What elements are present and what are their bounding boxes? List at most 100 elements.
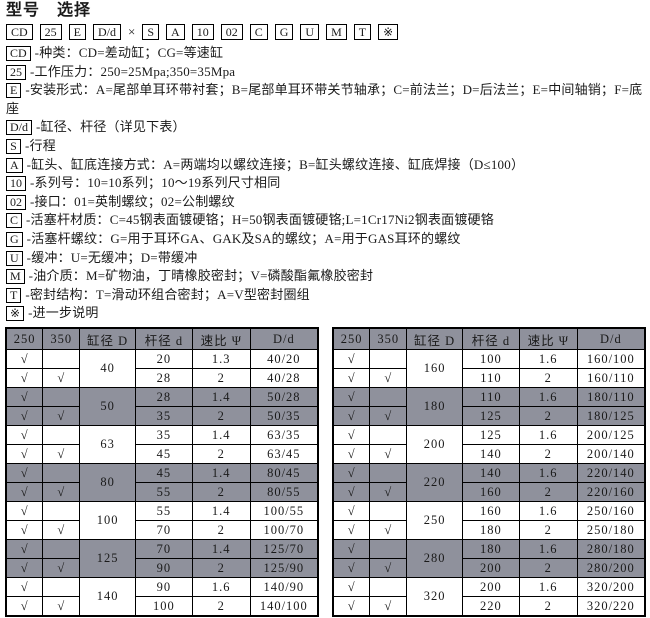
definition-line: E -安装形式：A=尾部单耳环带衬套；B=尾部单耳环带关节轴承；C=前法兰；D=后…: [6, 81, 646, 118]
dd-cell: 100/55: [249, 501, 319, 522]
spec-tables: 250 350 缸径 D 杆径 d 速比 Ψ D/d √ 40 20 1.3 40/20 √ √ 28 2…: [5, 326, 646, 617]
pressure-250-cell: √: [5, 482, 44, 503]
definition-text: -工作压力：250=25Mpa;350=35Mpa: [30, 63, 236, 79]
dd-cell: 80/45: [249, 463, 319, 484]
ratio-cell: 1.6: [518, 425, 578, 446]
ratio-cell: 2: [518, 558, 578, 579]
spec-row: √ √ 140 2 200/140: [332, 444, 646, 465]
spec-row: √ √ 200 2 280/200: [332, 558, 646, 579]
spec-header-cell: D/d: [576, 327, 646, 351]
spec-header-cell: 350: [369, 327, 408, 351]
model-code-box: S: [142, 24, 160, 40]
ratio-cell: 2: [518, 368, 578, 389]
model-code-box: D/d: [93, 24, 122, 40]
spec-row: √ 100 55 1.4 100/55: [5, 501, 319, 541]
definition-code-box: C: [6, 213, 23, 229]
spec-row: √ 125 70 1.4 125/70: [5, 539, 319, 579]
pressure-250-cell: √: [5, 387, 44, 408]
bore-cell: 140: [79, 577, 137, 617]
pressure-250-cell: √: [5, 444, 44, 465]
ratio-cell: 1.3: [191, 349, 251, 370]
definition-line: ※ -进一步说明: [6, 304, 646, 323]
spec-table-body: √ 160 100 1.6 160/100 √ √ 110 2 160/110 √ 180 110 1.6…: [332, 349, 646, 617]
pressure-250-cell: √: [332, 558, 371, 579]
rod-cell: 20: [135, 349, 193, 370]
pressure-350-cell: √: [369, 558, 408, 579]
spec-row: √ 200 125 1.6 200/125: [332, 425, 646, 465]
model-code-box: 25: [39, 24, 62, 40]
definition-line: A -缸头、缸底连接方式：A=两端均以螺纹连接；B=缸头螺纹连接、缸底焊接（D≤1…: [6, 156, 646, 175]
model-code-box: U: [300, 24, 320, 40]
definition-code-box: E: [6, 83, 22, 99]
pressure-350-cell: [42, 463, 81, 484]
ratio-cell: 1.6: [518, 539, 578, 560]
dd-cell: 40/20: [249, 349, 319, 370]
bore-cell: 160: [406, 349, 464, 389]
ratio-cell: 2: [518, 444, 578, 465]
ratio-cell: 1.4: [191, 501, 251, 522]
pressure-250-cell: √: [5, 596, 44, 617]
pressure-250-cell: √: [5, 577, 44, 598]
definition-line: 25 -工作压力：250=25Mpa;350=35Mpa: [6, 63, 646, 82]
bore-cell: 200: [406, 425, 464, 465]
ratio-cell: 1.6: [518, 501, 578, 522]
definition-text: -种类：CD=差动缸；CG=等速缸: [34, 45, 224, 60]
ratio-cell: 1.4: [191, 463, 251, 484]
ratio-cell: 2: [191, 444, 251, 465]
spec-row: √ 180 110 1.6 180/110: [332, 387, 646, 427]
ratio-cell: 2: [518, 596, 578, 617]
spec-row: √ 50 28 1.4 50/28: [5, 387, 319, 427]
spec-header-cell: 杆径 d: [135, 327, 193, 351]
spec-table: 250 350 缸径 D 杆径 d 速比 Ψ D/d √ 160 100 1.6 160/100 √…: [332, 326, 646, 617]
ratio-cell: 1.4: [191, 387, 251, 408]
spec-table-body: √ 40 20 1.3 40/20 √ √ 28 2 40/28 √ 50 28 1.4 50/28 √ √ 35…: [5, 349, 319, 617]
spec-row: √ 320 200 1.6 320/200: [332, 577, 646, 617]
bore-cell: 63: [79, 425, 137, 465]
spec-row: √ √ 160 2 220/160: [332, 482, 646, 503]
spec-row: √ 63 35 1.4 63/35: [5, 425, 319, 465]
dd-cell: 80/55: [249, 482, 319, 503]
model-code-box: G: [274, 24, 294, 40]
spec-row: √ √ 55 2 80/55: [5, 482, 319, 503]
definition-code-box: A: [6, 157, 23, 173]
rod-cell: 160: [462, 501, 520, 522]
ratio-cell: 1.6: [518, 463, 578, 484]
pressure-350-cell: √: [42, 520, 81, 541]
pressure-350-cell: [369, 463, 408, 484]
dd-cell: 140/90: [249, 577, 319, 598]
model-code-box: 02: [220, 24, 243, 40]
pressure-250-cell: √: [5, 558, 44, 579]
dd-cell: 63/35: [249, 425, 319, 446]
ratio-cell: 2: [518, 520, 578, 541]
spec-row: √ √ 45 2 63/45: [5, 444, 319, 465]
pressure-250-cell: √: [332, 387, 371, 408]
rod-cell: 45: [135, 463, 193, 484]
dd-cell: 280/180: [576, 539, 646, 560]
dd-cell: 125/90: [249, 558, 319, 579]
pressure-350-cell: [369, 501, 408, 522]
pressure-250-cell: √: [332, 368, 371, 389]
spec-row: √ √ 35 2 50/35: [5, 406, 319, 427]
definition-line: G -活塞杆螺纹：G=用于耳环GA、GAK及SA的螺纹；A=用于GAS耳环的螺纹: [6, 230, 646, 249]
spec-row: √ √ 100 2 140/100: [5, 596, 319, 617]
definition-text: -系列号：10=10系列；10～19系列尺寸相同: [30, 175, 281, 191]
pressure-250-cell: √: [332, 596, 371, 617]
definition-text: -进一步说明: [28, 305, 99, 321]
bore-cell: 320: [406, 577, 464, 617]
definition-line: CD -种类：CD=差动缸；CG=等速缸: [6, 44, 646, 63]
dd-cell: 180/110: [576, 387, 646, 408]
dd-cell: 40/28: [249, 368, 319, 389]
rod-cell: 140: [462, 463, 520, 484]
definition-line: T -密封结构：T=滑动环组合密封；A=V型密封圈组: [6, 286, 646, 305]
rod-cell: 110: [462, 368, 520, 389]
bore-cell: 250: [406, 501, 464, 541]
pressure-250-cell: √: [332, 520, 371, 541]
spec-header-cell: 速比 Ψ: [518, 327, 578, 351]
definition-line: M -油介质：M=矿物油，丁晴橡胶密封；V=磷酸酯氟橡胶密封: [6, 267, 646, 286]
pressure-250-cell: √: [332, 482, 371, 503]
rod-cell: 180: [462, 520, 520, 541]
spec-header-cell: 杆径 d: [462, 327, 520, 351]
spec-row: √ 220 140 1.6 220/140: [332, 463, 646, 503]
dd-cell: 180/125: [576, 406, 646, 427]
rod-cell: 70: [135, 520, 193, 541]
